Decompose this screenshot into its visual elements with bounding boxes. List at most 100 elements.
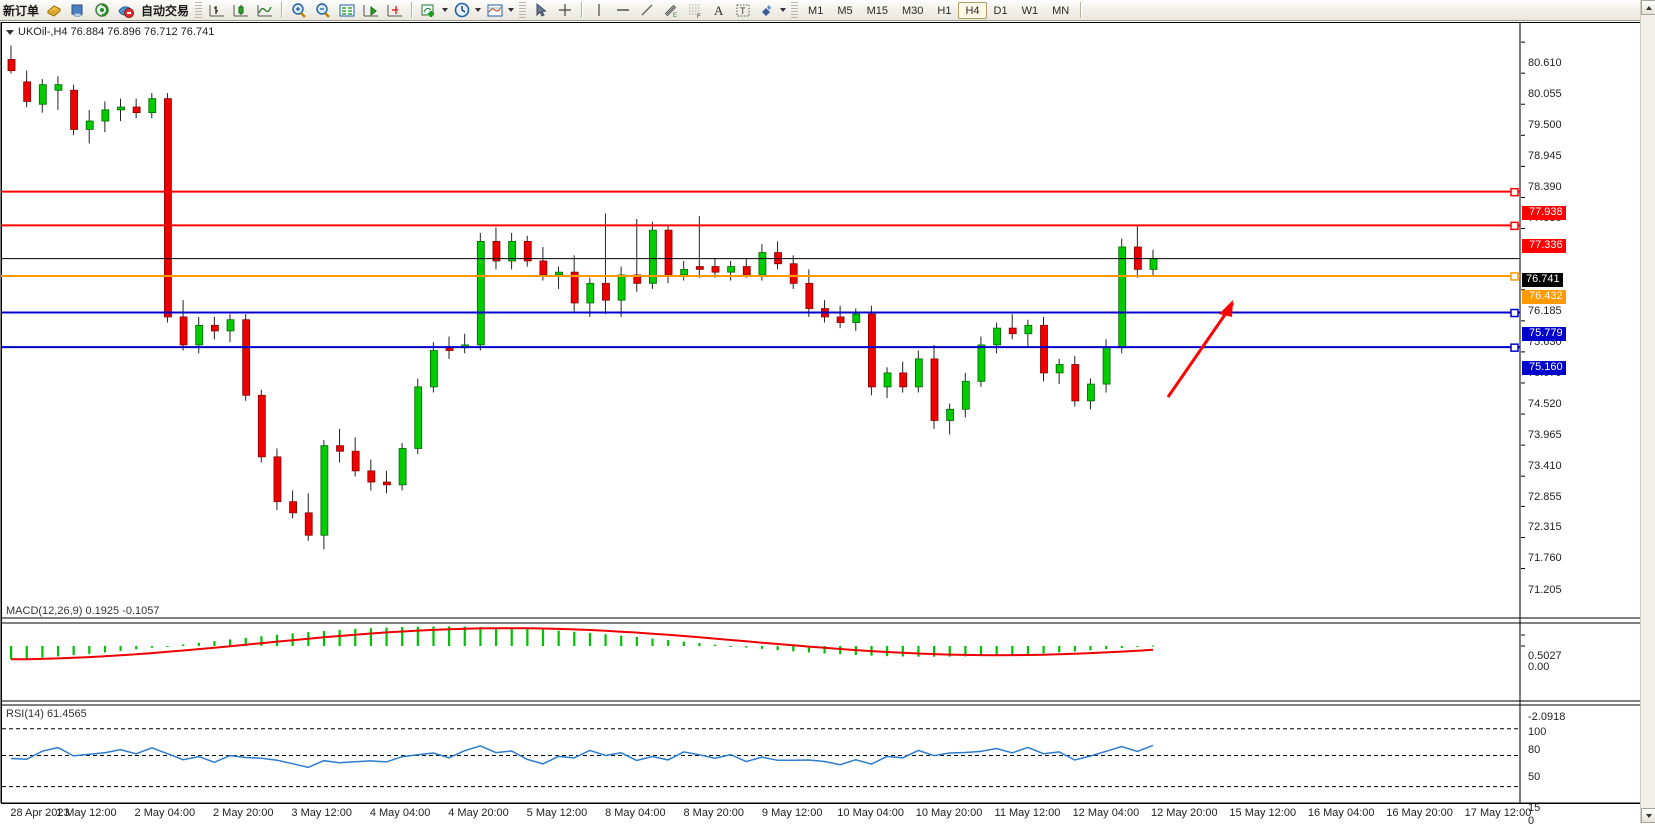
main-toolbar: 新订单 自动交易 (0, 0, 1655, 21)
chart-window[interactable]: UKOil-,H4 76.884 76.896 76.712 76.741 77… (0, 21, 1655, 827)
timeframe-m30[interactable]: M30 (902, 4, 924, 17)
timeframe-w1[interactable]: W1 (1021, 4, 1039, 17)
rsi-axis-tick: 15 (1528, 801, 1541, 814)
time-axis-tick: 16 May 20:00 (1386, 807, 1453, 819)
toolbar-separator (1080, 2, 1083, 18)
horizontal-line-icon[interactable] (611, 0, 635, 20)
macd-indicator-label: MACD(12,26,9) 0.1925 -0.1057 (6, 605, 160, 617)
time-axis-tick: 4 May 20:00 (448, 807, 509, 819)
price-axis-tick: 72.315 (1528, 521, 1562, 534)
time-axis-tick: 8 May 20:00 (683, 807, 745, 819)
chart-end-icon[interactable] (383, 0, 407, 20)
autotrading-icon[interactable] (114, 0, 138, 20)
price-axis-tick: 74.520 (1528, 397, 1562, 410)
time-axis-tick: 8 May 04:00 (605, 807, 666, 819)
period-icon[interactable] (450, 0, 474, 20)
price-axis-tick: 71.205 (1528, 583, 1562, 596)
price-level-tag-support-2[interactable]: 75.160 (1522, 361, 1566, 376)
price-axis-tick: 76.185 (1528, 304, 1562, 317)
indicators-dropdown-caret[interactable] (442, 8, 449, 12)
auto-scroll-icon[interactable] (359, 0, 383, 20)
svg-text:E: E (673, 13, 677, 19)
shapes-icon[interactable] (755, 0, 779, 20)
timeframe-d1[interactable]: D1 (993, 4, 1008, 17)
toolbar-grip[interactable] (791, 2, 799, 18)
price-axis-tick: 78.945 (1528, 150, 1562, 163)
price-level-tag-resistance-2[interactable]: 77.938 (1522, 205, 1566, 220)
price-axis-tick: 80.610 (1528, 57, 1562, 70)
templates-icon[interactable] (483, 0, 507, 20)
time-axis-tick: 1 May 12:00 (56, 807, 117, 819)
data-window-icon[interactable] (66, 0, 90, 20)
templates-dropdown-caret[interactable] (508, 8, 515, 12)
navigator-icon[interactable] (90, 0, 114, 20)
trendline-icon[interactable] (635, 0, 659, 20)
timeframe-h1[interactable]: H1 (937, 4, 952, 17)
chart-collapse-icon[interactable] (6, 30, 14, 35)
timeframe-m1[interactable]: M1 (808, 4, 824, 17)
macd-axis-tick: -2.0918 (1528, 711, 1566, 723)
time-axis-tick: 5 May 12:00 (526, 807, 588, 819)
chart-canvas[interactable] (0, 22, 1655, 824)
rsi-axis-tick: 50 (1528, 770, 1541, 783)
new-order-button[interactable]: 新订单 (3, 3, 40, 18)
scroll-down-button[interactable] (1641, 808, 1655, 823)
line-chart-icon[interactable] (253, 0, 277, 20)
period-dropdown-caret[interactable] (475, 8, 482, 12)
macd-axis-tick: 0.00 (1528, 661, 1550, 673)
price-level-tag-resistance-1[interactable]: 77.336 (1522, 239, 1566, 254)
time-axis-tick: 10 May 20:00 (915, 807, 983, 819)
price-level-tag-pivot[interactable]: 76.432 (1522, 289, 1566, 304)
time-axis-tick: 4 May 04:00 (369, 807, 431, 819)
time-axis-tick: 12 May 04:00 (1072, 807, 1140, 819)
time-axis-tick: 17 May 12:00 (1464, 807, 1532, 819)
symbol-ohlc-label: UKOil-,H4 76.884 76.896 76.712 76.741 (18, 26, 215, 38)
chart-shift-icon[interactable] (335, 0, 359, 20)
autotrading-button[interactable]: 自动交易 (141, 3, 190, 18)
crosshair-icon[interactable] (553, 0, 577, 20)
time-axis-tick: 2 May 20:00 (212, 807, 274, 819)
toolbar-separator (411, 2, 414, 18)
text-label-icon[interactable]: T (731, 0, 755, 20)
toolbar-separator (581, 2, 584, 18)
equidistant-channel-icon[interactable]: E (659, 0, 683, 20)
candlestick-chart-icon[interactable] (229, 0, 253, 20)
time-axis-tick: 10 May 04:00 (837, 807, 904, 819)
text-icon[interactable]: A (707, 0, 731, 20)
time-axis-tick: 12 May 20:00 (1150, 807, 1218, 819)
toolbar-separator (281, 2, 284, 18)
timeframe-mn[interactable]: MN (1052, 4, 1070, 17)
zoom-in-icon[interactable] (287, 0, 311, 20)
cursor-icon[interactable] (529, 0, 553, 20)
time-axis-tick: 2 May 04:00 (134, 807, 196, 819)
price-level-tag-support-1[interactable]: 75.779 (1522, 326, 1566, 341)
price-axis-tick: 78.390 (1528, 181, 1562, 194)
vertical-line-icon[interactable] (587, 0, 611, 20)
vertical-scrollbar[interactable] (1640, 0, 1655, 823)
time-axis-tick: 3 May 12:00 (291, 807, 352, 819)
indicators-icon[interactable] (417, 0, 441, 20)
zoom-out-icon[interactable] (311, 0, 335, 20)
bar-chart-icon[interactable] (205, 0, 229, 20)
price-axis-tick: 73.965 (1528, 429, 1562, 442)
timeframe-m5[interactable]: M5 (837, 4, 853, 17)
rsi-axis-tick: 100 (1528, 726, 1547, 738)
time-axis-tick: 16 May 04:00 (1307, 807, 1375, 819)
timeframe-m15[interactable]: M15 (866, 4, 888, 17)
timeframe-h4[interactable]: H4 (958, 1, 987, 19)
toolbar-grip[interactable] (519, 2, 527, 18)
price-axis-tick: 73.410 (1528, 460, 1562, 473)
price-axis-tick: 75.630 (1528, 335, 1562, 348)
expert-advisors-icon[interactable] (42, 0, 66, 20)
toolbar-grip[interactable] (195, 2, 203, 18)
time-axis-tick: 9 May 12:00 (761, 807, 823, 819)
time-axis-tick: 11 May 12:00 (994, 807, 1061, 819)
chevron-down-icon (1646, 814, 1652, 818)
fibonacci-icon[interactable]: F (683, 0, 707, 20)
price-level-tag-last-price[interactable]: 76.741 (1522, 272, 1563, 287)
chevron-up-icon (1646, 6, 1652, 10)
svg-text:F: F (697, 14, 701, 19)
price-axis-tick: 79.500 (1528, 119, 1562, 132)
shapes-dropdown-caret[interactable] (780, 8, 787, 12)
scroll-up-button[interactable] (1641, 0, 1655, 15)
